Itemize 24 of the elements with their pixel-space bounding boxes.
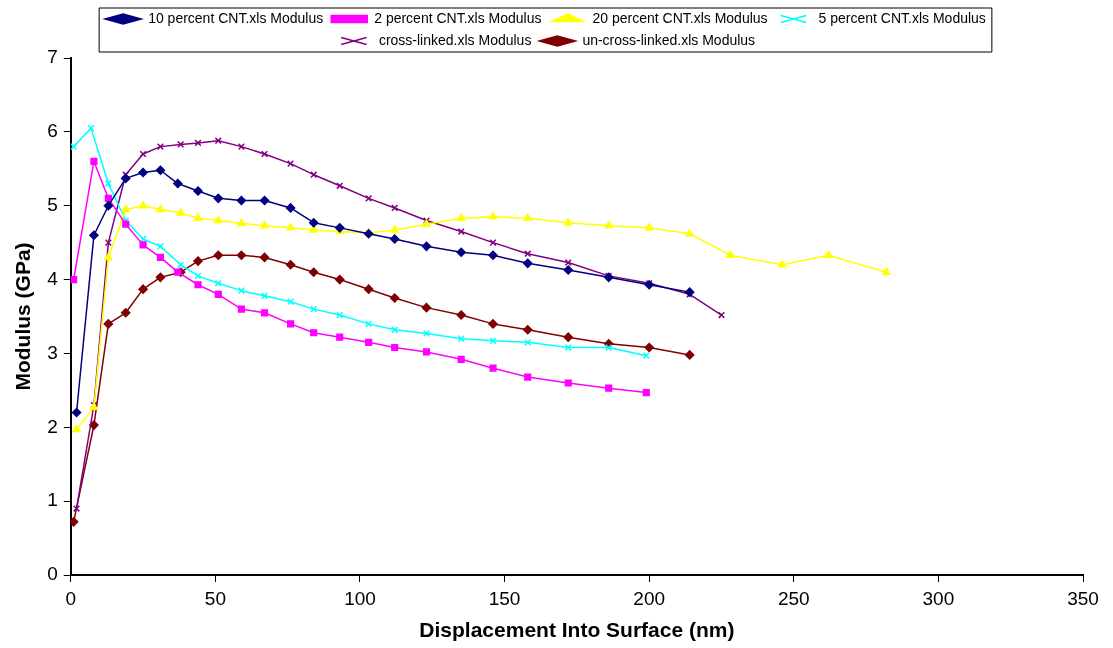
y-tick-label: 7 [47,46,58,68]
y-tick-label: 1 [47,489,58,511]
y-tick-label: 6 [47,120,58,142]
y-tick-label: 0 [47,563,58,585]
x-axis-title: Displacement Into Surface (nm) [419,618,735,642]
x-tick-label: 150 [488,587,521,609]
y-tick-label: 2 [47,415,58,437]
y-tick-label: 4 [47,267,59,289]
x-tick-label: 50 [204,587,226,609]
x-tick-label: 300 [922,587,955,609]
legend-label: 20 percent CNT.xls Modulus [592,9,768,26]
x-tick-label: 200 [633,587,666,609]
x-tick-label: 0 [65,587,77,609]
y-tick-label: 5 [47,193,58,215]
legend-label: 2 percent CNT.xls Modulus [374,9,542,26]
legend-label: cross-linked.xls Modulus [378,31,532,48]
legend-label: 10 percent CNT.xls Modulus [148,9,324,26]
legend-label: un-cross-linked.xls Modulus [582,31,756,48]
x-tick-label: 100 [344,587,376,609]
y-tick-label: 3 [47,341,58,363]
legend-label: 5 percent CNT.xls Modulus [818,9,986,26]
y-axis-title: Modulus (GPa) [11,242,35,391]
x-tick-label: 250 [777,587,810,609]
x-tick-label: 350 [1067,587,1099,609]
